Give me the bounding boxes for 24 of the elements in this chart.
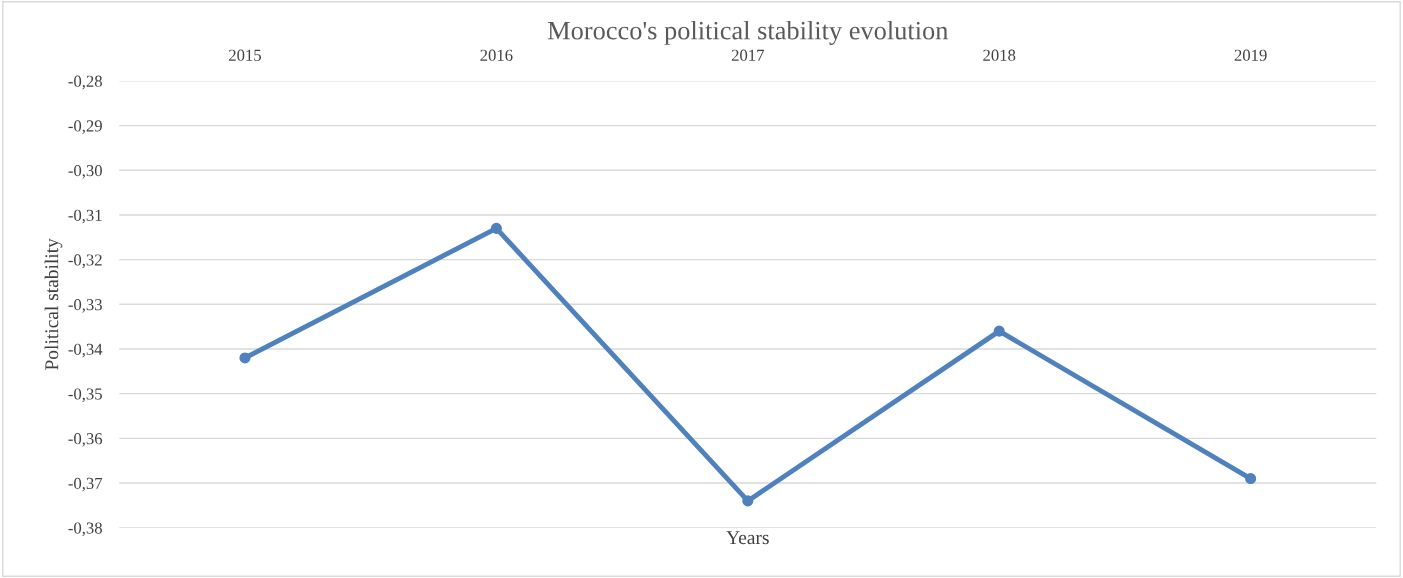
y-tick-label: -0,34 <box>68 343 103 358</box>
point <box>239 352 251 364</box>
y-tick-label: -0,38 <box>68 522 102 537</box>
y-tick-label: -0,37 <box>68 477 103 492</box>
chart-title: Morocco's political stability evolution <box>547 20 949 45</box>
y-axis-title: Political stability <box>44 238 63 370</box>
y-tick-label: -0,30 <box>68 164 102 179</box>
point <box>490 222 502 234</box>
y-tick-label: -0,32 <box>68 254 102 268</box>
y-tick-label: -0,35 <box>68 388 102 403</box>
x-tick-label: 2018 <box>983 49 1016 61</box>
y-tick-label: -0,31 <box>68 209 102 224</box>
point <box>1245 473 1257 485</box>
y-tick-label: -0,29 <box>68 120 102 134</box>
x-tick-label: 2015 <box>229 49 261 61</box>
x-tick-label: 2019 <box>1234 49 1267 61</box>
y-tick-label: -0,33 <box>68 299 102 313</box>
x-axis-title: Years <box>726 531 769 545</box>
point <box>742 495 754 507</box>
x-tick-label: 2016 <box>480 49 513 61</box>
x-tick-label: 2017 <box>731 49 764 61</box>
y-tick-label: -0,28 <box>68 75 102 90</box>
y-tick-label: -0,36 <box>68 433 103 447</box>
point <box>993 325 1005 337</box>
